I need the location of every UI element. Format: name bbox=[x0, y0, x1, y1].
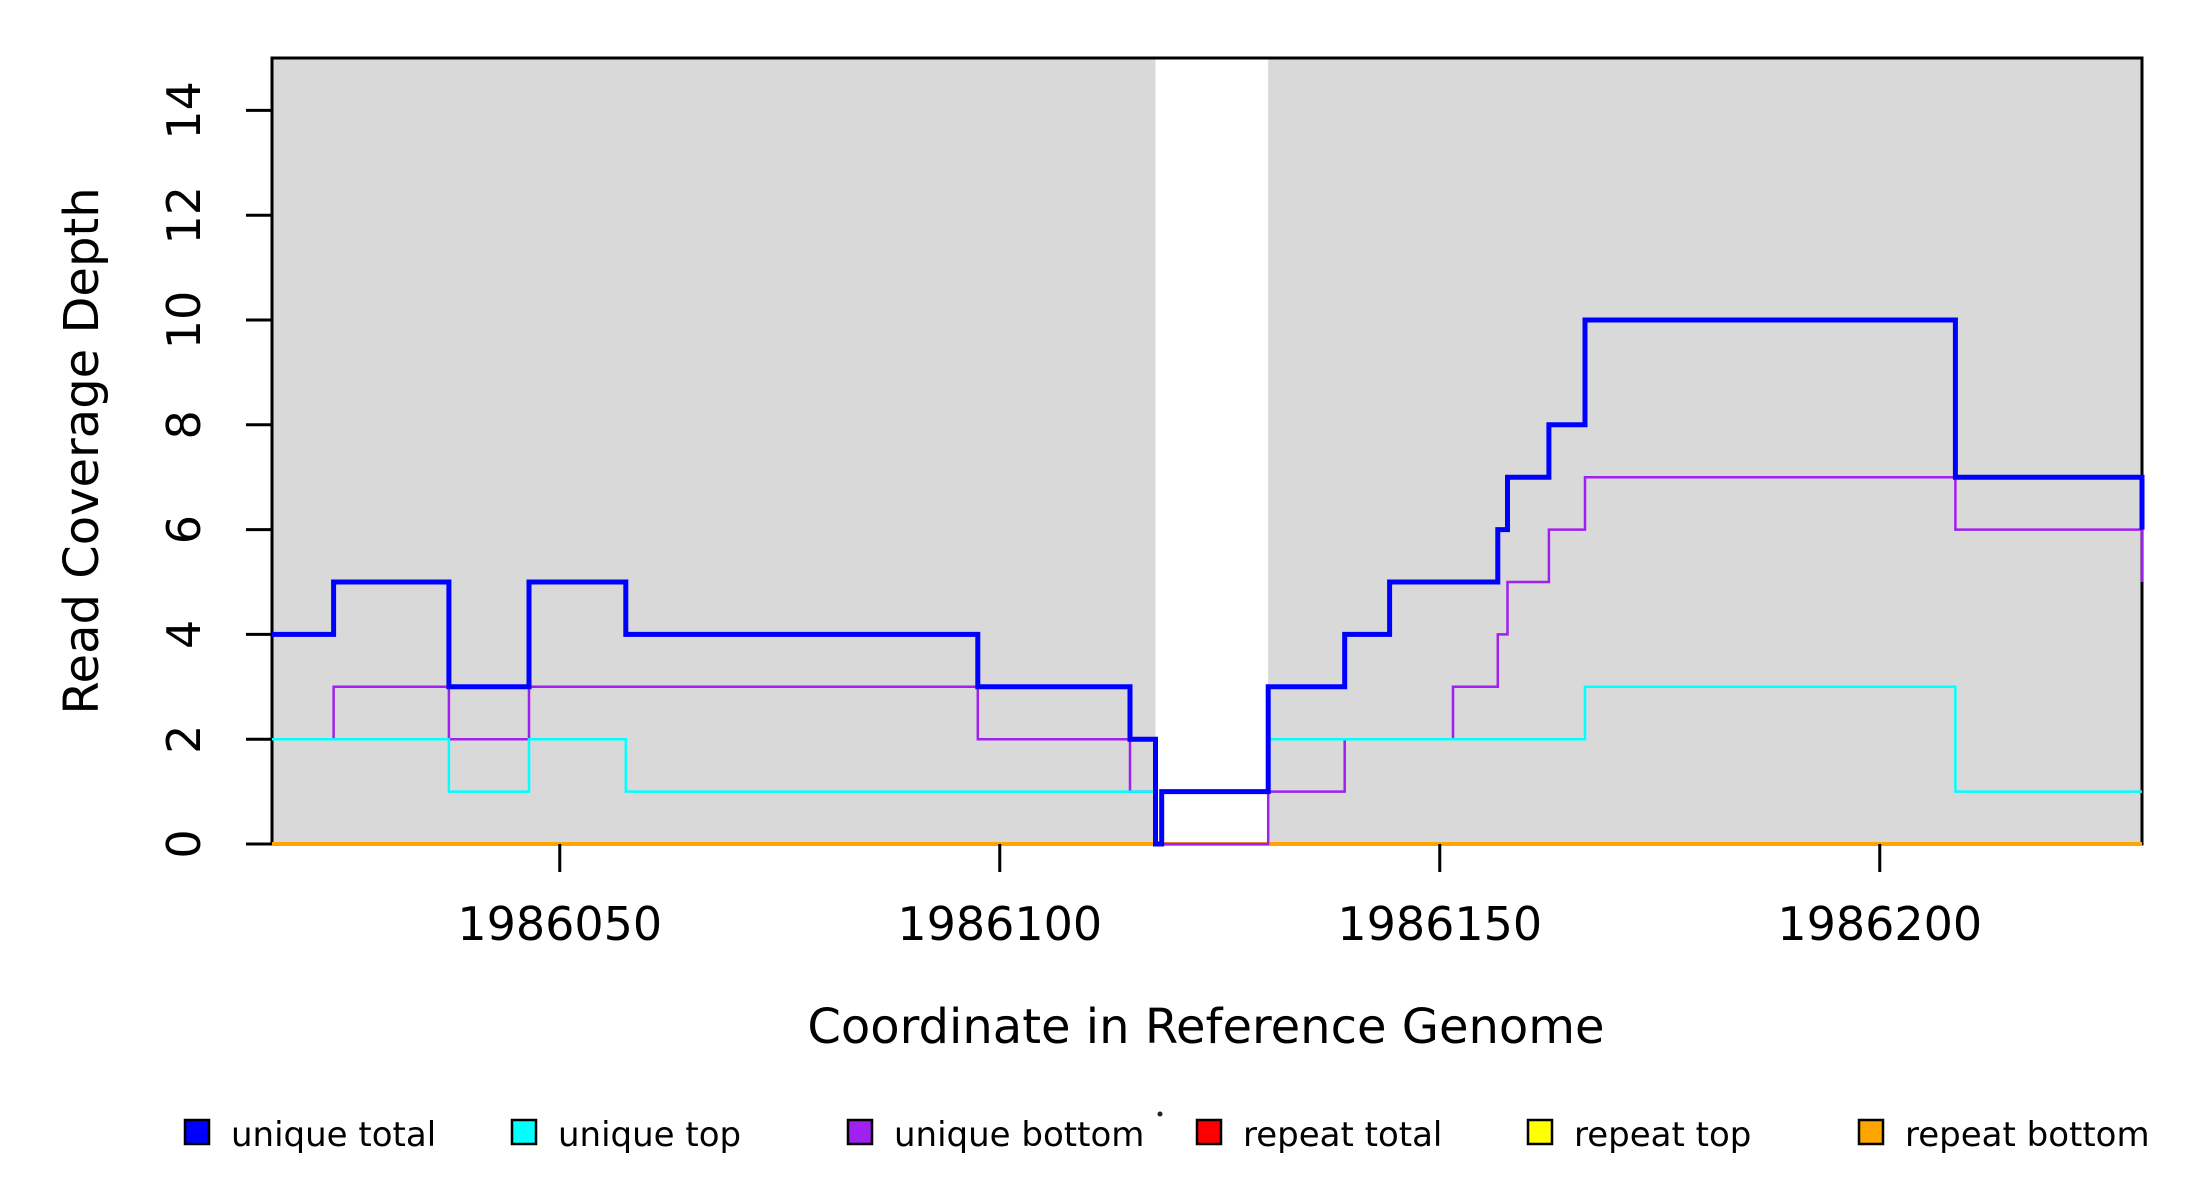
legend-item-unique-top: unique top bbox=[510, 1115, 741, 1155]
y-tick-label: 12 bbox=[157, 186, 211, 245]
legend-swatch-repeat-total bbox=[1195, 1118, 1223, 1146]
legend-swatch-repeat-top bbox=[1526, 1118, 1554, 1146]
series-layer bbox=[272, 317, 2145, 847]
y-tick-label: 10 bbox=[157, 291, 211, 350]
legend-item-unique-bottom: unique bottom bbox=[846, 1115, 1144, 1155]
legend-swatch-unique-total bbox=[183, 1118, 211, 1146]
legend-swatch-repeat-bottom bbox=[1857, 1118, 1885, 1146]
series-line-unique-total bbox=[272, 317, 2145, 847]
x-axis-title: Coordinate in Reference Genome bbox=[807, 999, 1604, 1055]
legend-label: unique top bbox=[558, 1115, 741, 1155]
y-tick-label: 0 bbox=[157, 829, 211, 858]
y-tick-label: 2 bbox=[157, 725, 211, 754]
legend-item-repeat-top: repeat top bbox=[1526, 1115, 1751, 1155]
y-tick-label: 6 bbox=[157, 515, 211, 544]
legend-label: unique bottom bbox=[894, 1115, 1144, 1155]
legend-item-unique-total: unique total bbox=[183, 1115, 436, 1155]
panel-background-layer bbox=[272, 58, 2142, 844]
x-tick-label: 1986200 bbox=[1777, 897, 1982, 951]
legend: unique total unique top unique bottom repea… bbox=[183, 1115, 2150, 1155]
panel-region bbox=[272, 58, 1156, 844]
legend-item-repeat-total: repeat total bbox=[1195, 1115, 1442, 1155]
axis-layer: Coordinate in Reference Genome Read Cove… bbox=[54, 81, 1982, 1055]
y-tick-label: 14 bbox=[157, 81, 211, 140]
x-tick-label: 1986100 bbox=[897, 897, 1102, 951]
panel-region bbox=[1268, 58, 2142, 844]
legend-label: unique total bbox=[231, 1115, 436, 1155]
legend-item-repeat-bottom: repeat bottom bbox=[1857, 1115, 2150, 1155]
legend-label: repeat top bbox=[1574, 1115, 1751, 1155]
y-axis-title: Read Coverage Depth bbox=[54, 187, 110, 714]
legend-label: repeat total bbox=[1243, 1115, 1442, 1155]
stray-dot bbox=[1157, 1111, 1163, 1117]
legend-label: repeat bottom bbox=[1905, 1115, 2150, 1155]
legend-swatch-unique-bottom bbox=[846, 1118, 874, 1146]
y-tick-label: 4 bbox=[157, 620, 211, 649]
y-tick-label: 8 bbox=[157, 410, 211, 439]
x-tick-label: 1986050 bbox=[457, 897, 662, 951]
x-tick-label: 1986150 bbox=[1337, 897, 1542, 951]
legend-swatch-unique-top bbox=[510, 1118, 538, 1146]
